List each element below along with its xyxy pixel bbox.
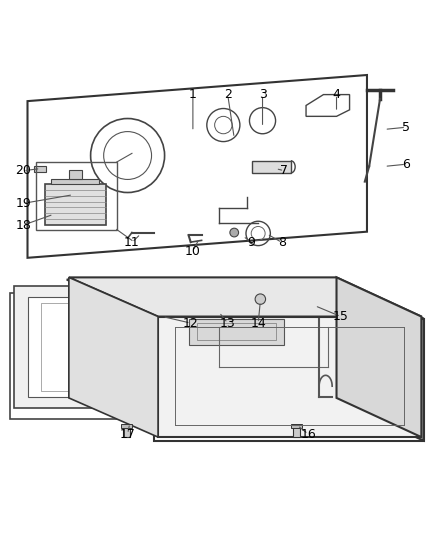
Text: 5: 5 (402, 121, 410, 134)
Text: 2: 2 (224, 88, 232, 101)
Text: 1: 1 (189, 88, 197, 101)
Text: 19: 19 (15, 197, 31, 210)
Text: 12: 12 (183, 317, 198, 329)
Polygon shape (14, 286, 228, 408)
Text: 3: 3 (258, 88, 266, 101)
Bar (34, 166, 46, 172)
Bar (121, 424, 132, 429)
Text: 16: 16 (300, 427, 316, 441)
Text: 8: 8 (278, 236, 286, 249)
Circle shape (255, 294, 265, 304)
Text: 15: 15 (333, 310, 349, 323)
Text: 13: 13 (220, 317, 236, 329)
Polygon shape (69, 277, 421, 317)
Text: 11: 11 (124, 236, 140, 249)
Text: 10: 10 (185, 245, 201, 258)
Bar (293, 425, 300, 437)
Text: 14: 14 (250, 317, 266, 329)
Circle shape (230, 228, 239, 237)
Bar (69, 170, 82, 180)
Bar (252, 161, 291, 173)
Text: 7: 7 (280, 164, 288, 177)
Bar (291, 424, 302, 429)
Text: 20: 20 (15, 164, 31, 177)
Polygon shape (336, 277, 421, 437)
Text: 17: 17 (120, 427, 135, 441)
Text: 6: 6 (402, 158, 410, 171)
Text: 4: 4 (332, 88, 340, 101)
Polygon shape (28, 297, 215, 397)
Text: 18: 18 (15, 219, 31, 232)
Bar (36, 162, 117, 230)
Polygon shape (158, 317, 421, 437)
Bar (45, 184, 106, 225)
Polygon shape (188, 319, 284, 345)
Bar (123, 425, 130, 437)
Polygon shape (69, 277, 158, 437)
Bar (51, 179, 99, 184)
Text: 9: 9 (248, 236, 256, 249)
